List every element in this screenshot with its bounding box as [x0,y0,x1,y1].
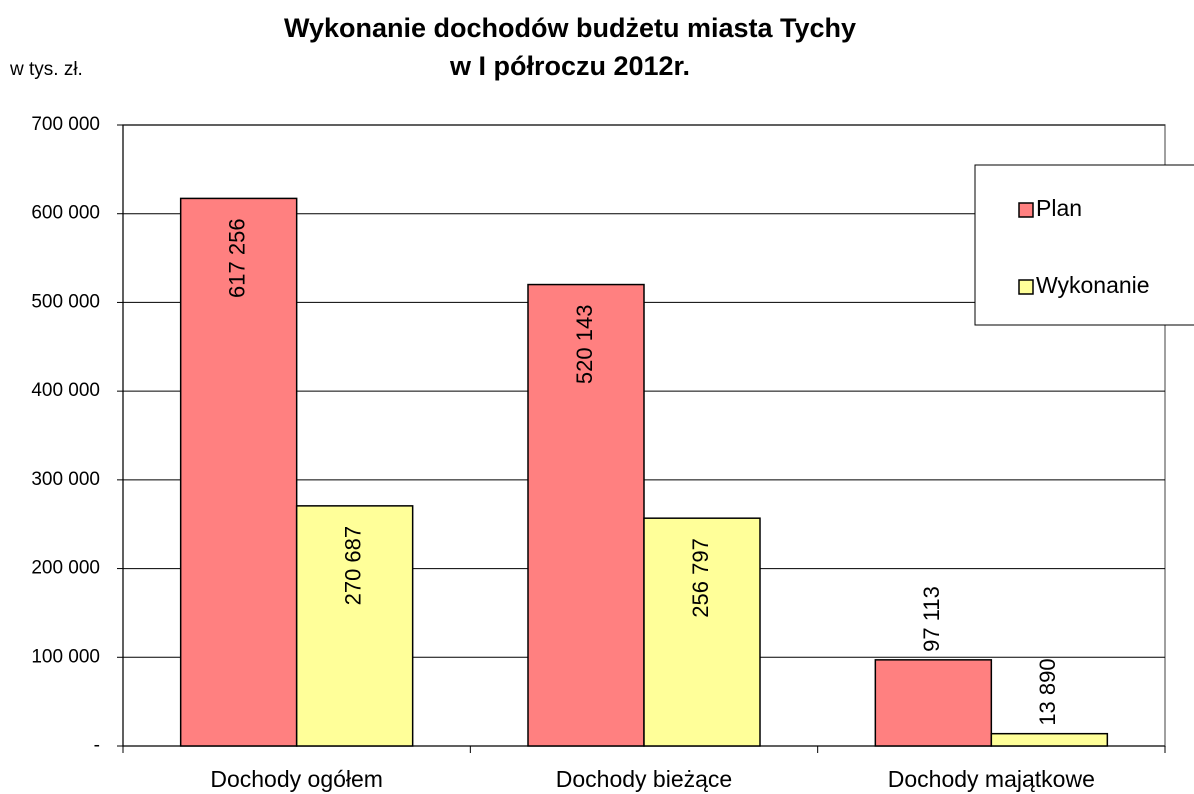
y-tick-label: 100 000 [31,646,100,667]
unit-label: w tys. zł. [9,59,83,80]
y-tick-label: 600 000 [31,203,100,224]
bar [527,283,645,747]
y-tick-label: 700 000 [31,114,100,135]
legend-label: Wykonanie [1036,272,1150,298]
bar [990,732,1109,747]
chart-title: Wykonanie dochodów budżetu miasta Tychy [284,13,856,43]
value-label: 97 113 [919,586,944,652]
x-tick-label: Dochody ogółem [210,766,383,792]
y-tick-label: 200 000 [31,558,100,579]
bar [874,659,993,747]
chart-subtitle: w I półroczu 2012r. [449,51,690,81]
value-label: 256 797 [688,538,713,618]
value-label: 617 256 [224,218,249,298]
y-tick-label: 400 000 [31,380,100,401]
value-label: 13 890 [1035,658,1060,725]
legend-box [974,164,1194,326]
legend-swatch [1018,202,1034,218]
bar [179,197,298,747]
y-tick-label: - [94,735,100,756]
y-tick-label: 300 000 [31,469,100,490]
bar [643,517,761,747]
legend-swatch [1018,279,1034,295]
legend-label: Plan [1036,195,1082,221]
x-tick-label: Dochody bieżące [556,766,732,792]
value-label: 520 143 [572,305,597,385]
y-tick-label: 500 000 [31,291,100,312]
x-tick-label: Dochody majątkowe [888,766,1095,792]
bar [295,505,414,747]
value-label: 270 687 [340,526,365,606]
